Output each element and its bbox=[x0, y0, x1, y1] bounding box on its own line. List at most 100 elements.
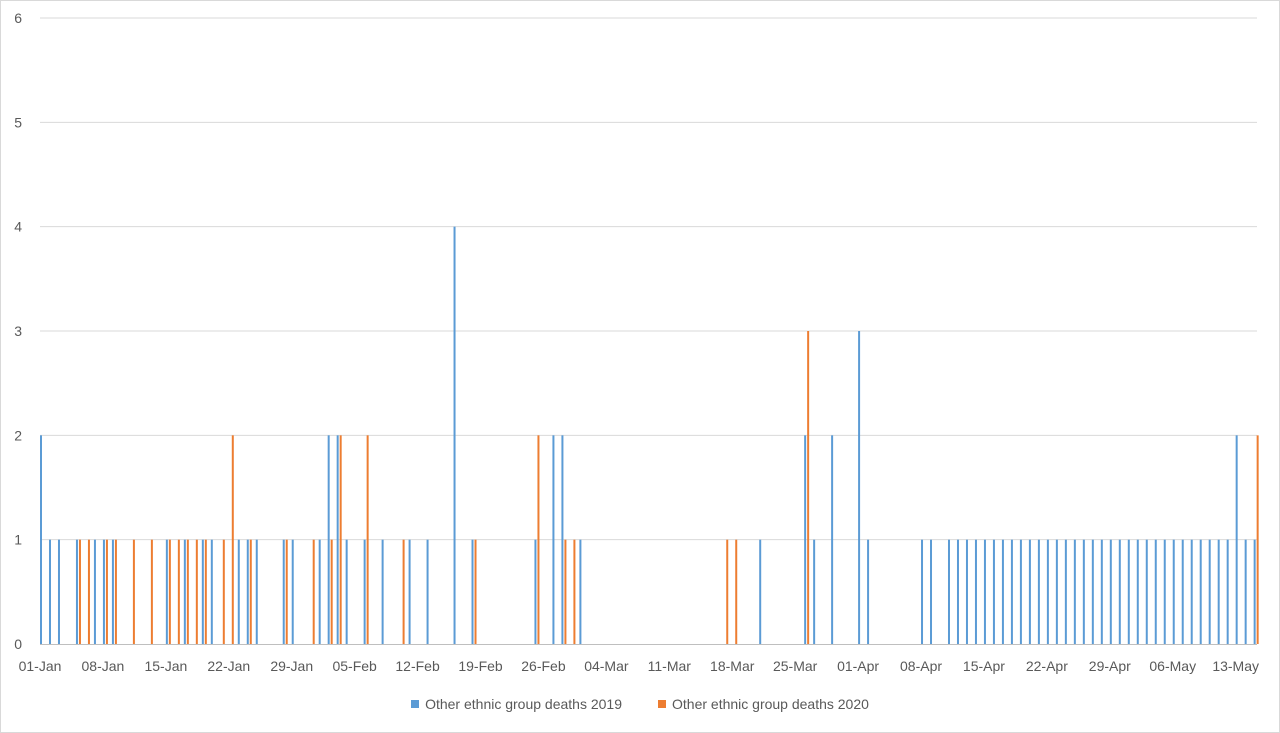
bar bbox=[1010, 539, 1013, 644]
bar bbox=[48, 539, 51, 644]
bar bbox=[992, 539, 995, 644]
bar bbox=[105, 539, 108, 644]
bar bbox=[1181, 539, 1184, 644]
x-tick-labels: 01-Jan 08-Jan 15-Jan 22-Jan 29-Jan 05-Feb 12-F… bbox=[19, 658, 1259, 674]
bar bbox=[78, 539, 81, 644]
bar bbox=[132, 539, 135, 644]
bar bbox=[1073, 539, 1076, 644]
x-tick-label: 05-Feb bbox=[332, 658, 377, 674]
legend: Other ethnic group deaths 2019 Other eth… bbox=[0, 694, 1280, 714]
x-tick-label: 19-Feb bbox=[458, 658, 503, 674]
bar bbox=[1190, 539, 1193, 644]
bar bbox=[87, 539, 90, 644]
bar bbox=[1154, 539, 1157, 644]
bar bbox=[471, 539, 474, 644]
bar bbox=[165, 539, 168, 644]
y-tick-label: 0 bbox=[14, 636, 22, 652]
x-tick-label: 15-Apr bbox=[963, 658, 1005, 674]
bar bbox=[561, 435, 564, 644]
bar bbox=[474, 539, 477, 644]
gridlines bbox=[40, 17, 1257, 541]
x-tick-label: 04-Mar bbox=[584, 658, 629, 674]
legend-swatch-2020 bbox=[658, 700, 666, 708]
bar bbox=[974, 539, 977, 644]
legend-item-2019: Other ethnic group deaths 2019 bbox=[411, 696, 622, 712]
bar bbox=[222, 539, 225, 644]
bar bbox=[983, 539, 986, 644]
bar bbox=[1226, 539, 1229, 644]
bar bbox=[1145, 539, 1148, 644]
bar bbox=[231, 435, 234, 644]
legend-label-2020: Other ethnic group deaths 2020 bbox=[672, 696, 869, 712]
bars-series-2020 bbox=[78, 331, 1259, 644]
bar bbox=[1172, 539, 1175, 644]
bar bbox=[453, 226, 456, 644]
bar bbox=[57, 539, 60, 644]
y-tick-label: 1 bbox=[14, 532, 22, 548]
bar bbox=[804, 435, 807, 644]
bars-series-2019 bbox=[40, 226, 1256, 644]
bar bbox=[282, 539, 285, 644]
bar bbox=[150, 539, 153, 644]
bar bbox=[40, 435, 42, 644]
x-tick-label: 12-Feb bbox=[395, 658, 440, 674]
bar bbox=[1235, 435, 1238, 644]
bar bbox=[381, 539, 384, 644]
bar bbox=[102, 539, 105, 644]
bar bbox=[1208, 539, 1211, 644]
bar bbox=[759, 539, 762, 644]
bar bbox=[1001, 539, 1004, 644]
bar bbox=[339, 435, 342, 644]
bar bbox=[1118, 539, 1121, 644]
bar bbox=[426, 539, 429, 644]
x-tick-label: 25-Mar bbox=[773, 658, 818, 674]
bar bbox=[965, 539, 968, 644]
legend-item-2020: Other ethnic group deaths 2020 bbox=[658, 696, 869, 712]
bar bbox=[726, 539, 729, 644]
y-tick-label: 4 bbox=[14, 219, 22, 235]
bar bbox=[1199, 539, 1202, 644]
x-tick-label: 18-Mar bbox=[710, 658, 755, 674]
bar bbox=[408, 539, 411, 644]
bar bbox=[204, 539, 207, 644]
bar bbox=[1163, 539, 1166, 644]
bar bbox=[210, 539, 213, 644]
bar bbox=[735, 539, 738, 644]
bar bbox=[195, 539, 198, 644]
bar bbox=[813, 539, 816, 644]
bar bbox=[1028, 539, 1031, 644]
y-tick-label: 3 bbox=[14, 323, 22, 339]
bar bbox=[956, 539, 959, 644]
bar bbox=[291, 539, 294, 644]
bar bbox=[573, 539, 576, 644]
bar bbox=[1082, 539, 1085, 644]
x-tick-label: 11-Mar bbox=[648, 658, 692, 674]
x-tick-label: 29-Apr bbox=[1089, 658, 1131, 674]
bar bbox=[366, 435, 369, 644]
bar bbox=[1064, 539, 1067, 644]
bar bbox=[168, 539, 171, 644]
bar bbox=[75, 539, 78, 644]
x-tick-label: 08-Jan bbox=[82, 658, 125, 674]
bar bbox=[1100, 539, 1103, 644]
bar bbox=[537, 435, 540, 644]
bar bbox=[1244, 539, 1247, 644]
x-tick-label: 13-May bbox=[1212, 658, 1259, 674]
bar bbox=[1046, 539, 1049, 644]
bar bbox=[93, 539, 96, 644]
x-tick-label: 29-Jan bbox=[270, 658, 313, 674]
y-tick-label: 2 bbox=[14, 427, 22, 443]
bar bbox=[1127, 539, 1130, 644]
bar bbox=[114, 539, 117, 644]
bar bbox=[237, 539, 240, 644]
bar bbox=[363, 539, 366, 644]
bar bbox=[807, 331, 810, 644]
bar bbox=[1019, 539, 1022, 644]
y-tick-label: 6 bbox=[14, 10, 22, 26]
bar bbox=[336, 435, 339, 644]
bar bbox=[318, 539, 321, 644]
bar bbox=[246, 539, 249, 644]
y-tick-label: 5 bbox=[14, 114, 22, 130]
bar bbox=[111, 539, 114, 644]
